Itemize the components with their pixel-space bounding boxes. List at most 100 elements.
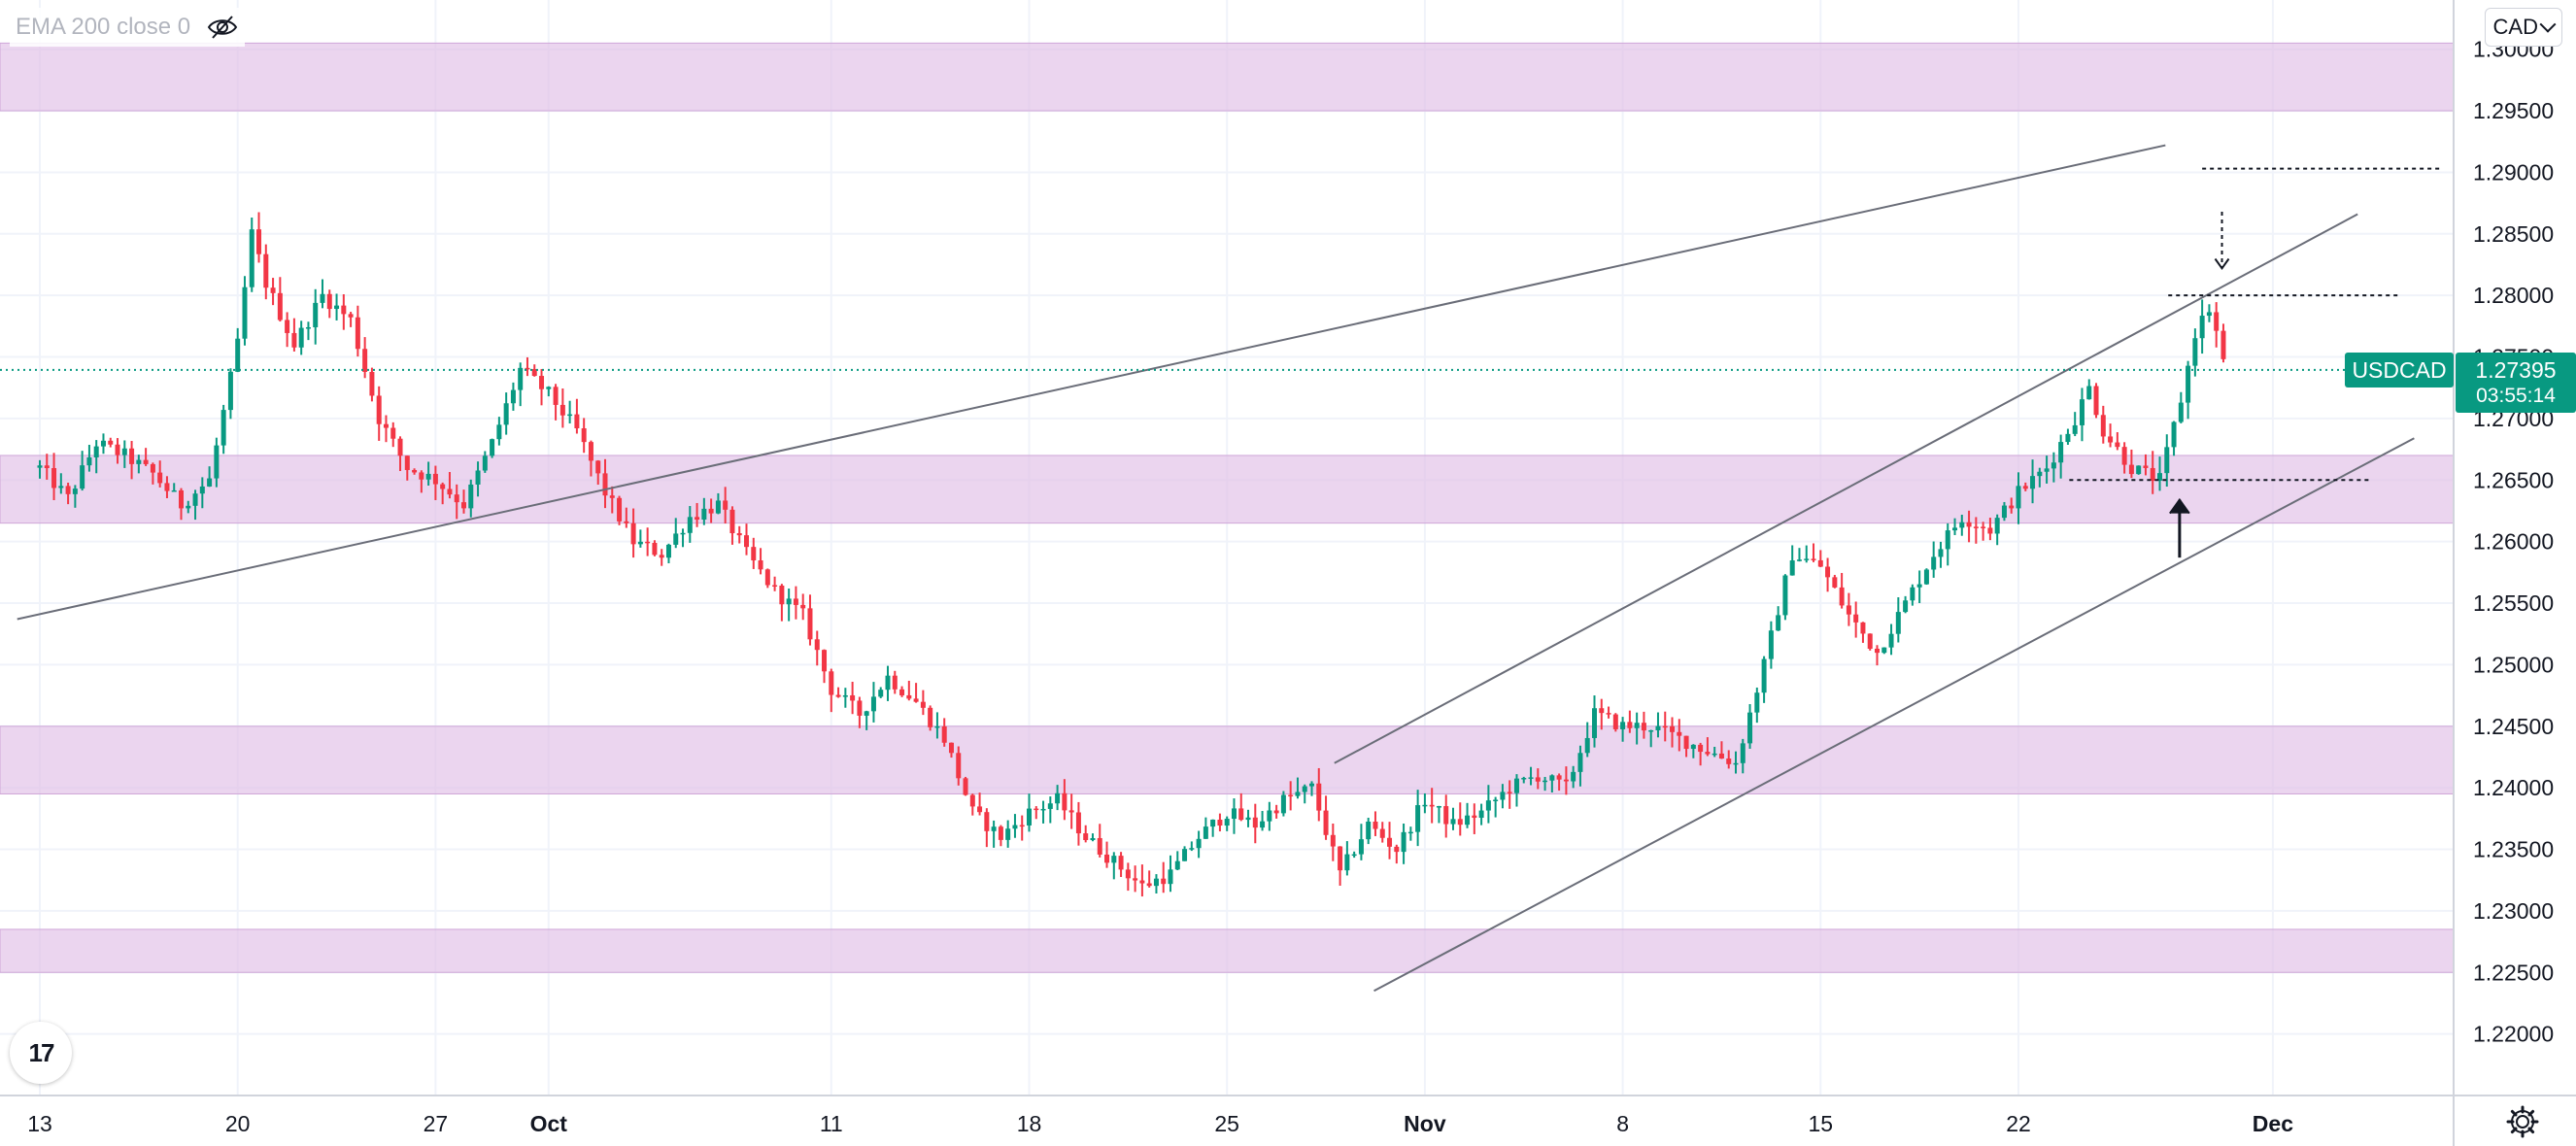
candle (313, 288, 319, 345)
candle-body (1776, 615, 1781, 631)
candle (1726, 750, 1732, 769)
candle-body (1068, 810, 1074, 813)
candle-body (1662, 725, 1668, 728)
candle (440, 482, 446, 505)
candle-body (665, 544, 671, 558)
candle (270, 278, 276, 306)
x-tick-label: 11 (820, 1111, 843, 1136)
candle-body (369, 371, 375, 396)
candle-body (779, 585, 785, 605)
candle (1330, 823, 1336, 861)
candle (1182, 846, 1188, 861)
candle (2157, 456, 2162, 491)
candle (1472, 803, 1477, 834)
candle-body (1712, 753, 1717, 756)
candle-body (72, 489, 78, 494)
candle (1338, 846, 1343, 886)
candle-body (1832, 577, 1838, 588)
candle (1012, 814, 1018, 838)
candle (1260, 811, 1266, 831)
candle (764, 568, 770, 589)
candle-body (1047, 803, 1053, 809)
candle-body (2171, 421, 2177, 448)
candle (1373, 811, 1378, 836)
candle (701, 497, 707, 525)
candle (729, 506, 735, 545)
candle-body (150, 463, 155, 473)
candle-body (1740, 743, 1746, 763)
candle (1394, 844, 1400, 864)
x-tick-label: Dec (2253, 1111, 2293, 1136)
candle (751, 537, 757, 569)
candle-body (885, 675, 891, 691)
candle (2051, 452, 2056, 483)
candle-body (1034, 808, 1039, 811)
candle (341, 293, 347, 330)
candle-body (1407, 831, 1413, 834)
candle (2192, 328, 2198, 377)
candle-body (525, 367, 530, 370)
candle-body (58, 486, 64, 489)
candle-body (1952, 527, 1958, 531)
arrow-head (2169, 497, 2190, 515)
candle (1288, 781, 1294, 811)
candle (1627, 710, 1633, 733)
candle-body (1260, 821, 1266, 828)
candle-body (334, 305, 340, 310)
candle-body (1196, 838, 1202, 849)
candle (525, 356, 530, 377)
candle-body (1224, 819, 1230, 826)
candle-body (1655, 725, 1661, 730)
candle-body (1782, 575, 1788, 616)
candle-body (2100, 415, 2106, 437)
candle (1584, 722, 1590, 758)
candle-body (2220, 330, 2226, 359)
candle-body (186, 505, 191, 509)
price-zone (0, 725, 2455, 794)
tradingview-logo-icon[interactable]: 17 (10, 1022, 72, 1084)
candle-body (298, 327, 304, 348)
candle-body (2186, 365, 2191, 403)
candle (934, 712, 940, 739)
candle-body (1231, 808, 1237, 820)
candle-body (602, 473, 608, 496)
candle (447, 472, 453, 499)
candle-body (157, 472, 163, 484)
candle-body (390, 427, 396, 439)
candle-body (928, 707, 933, 727)
candle (1513, 774, 1519, 807)
candle (291, 318, 297, 352)
candle (475, 461, 481, 497)
candle (115, 438, 120, 464)
candle-body (1104, 854, 1110, 863)
candle (1344, 841, 1350, 876)
candle (2136, 465, 2142, 475)
candle-body (1994, 518, 2000, 534)
candle (1683, 735, 1689, 758)
candle-body (850, 694, 856, 701)
candle-body (2150, 467, 2155, 481)
candle (948, 742, 954, 758)
candle (2108, 423, 2114, 448)
candle (1280, 791, 1286, 817)
gear-icon[interactable] (2504, 1103, 2541, 1140)
candle (482, 451, 488, 473)
indicator-label[interactable]: EMA 200 close 0 (16, 14, 191, 40)
currency-selector[interactable]: CAD (2484, 8, 2562, 47)
price-zone (0, 455, 2455, 524)
eye-off-icon[interactable] (206, 14, 239, 41)
candle-body (412, 469, 418, 473)
candle (2086, 379, 2092, 400)
candle (58, 473, 64, 494)
candle-body (1690, 744, 1696, 750)
candle-body (305, 326, 311, 329)
indicator-legend[interactable]: EMA 200 close 0 (10, 8, 246, 47)
candle (1804, 545, 1810, 563)
candle-body (447, 489, 453, 495)
candle (624, 507, 629, 528)
candle (86, 445, 92, 472)
candle (822, 649, 828, 684)
x-tick-label: 18 (1017, 1111, 1042, 1136)
